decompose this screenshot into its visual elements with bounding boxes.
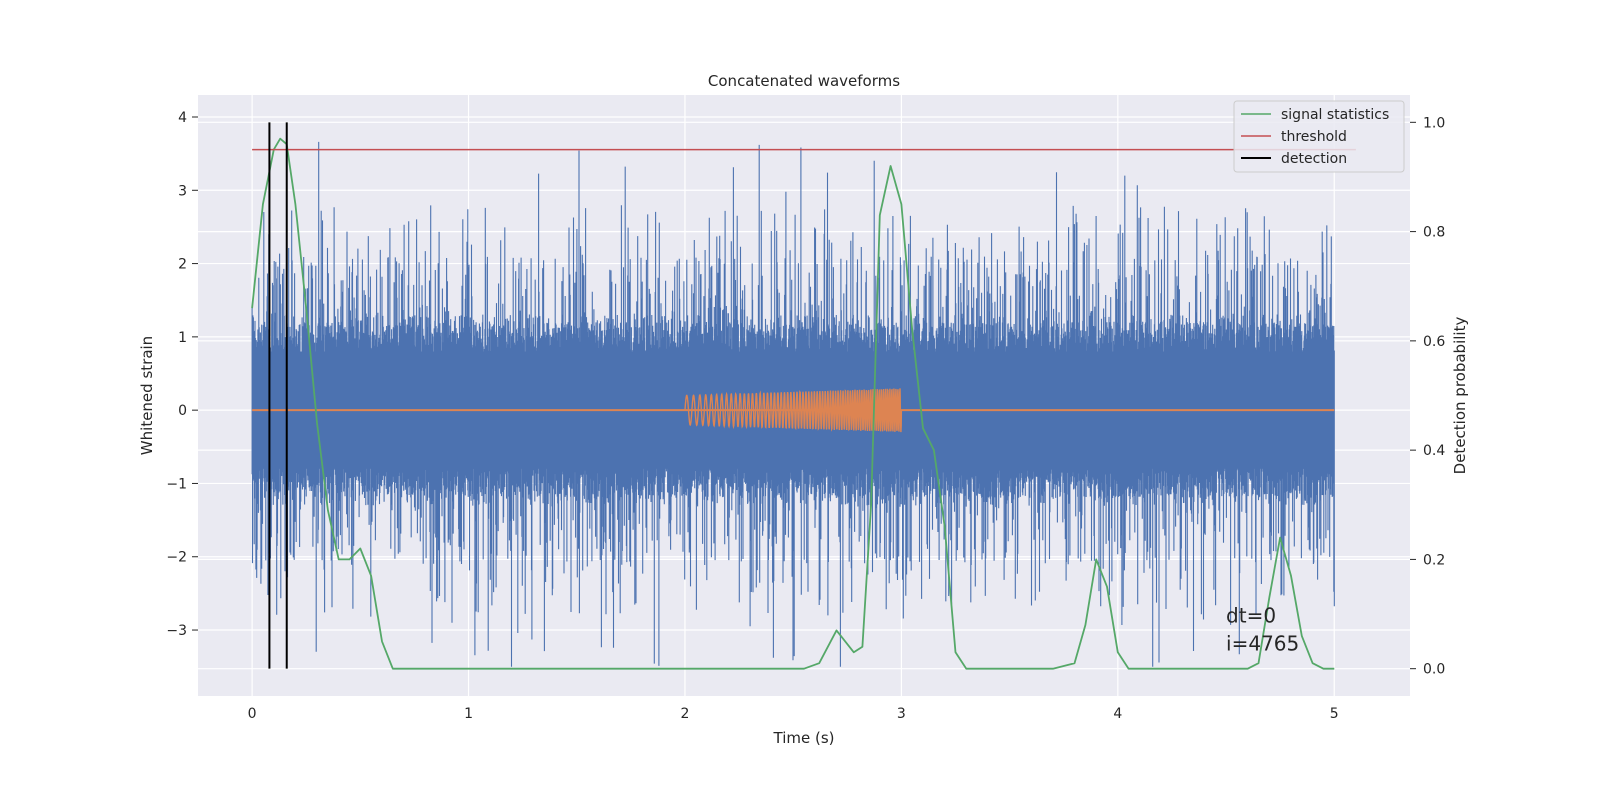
y-tick-label: 2: [178, 257, 187, 273]
annotation: dt=0 i=4765: [1226, 604, 1299, 656]
signal-statistics-line: [251, 137, 1335, 670]
probability-layer: [251, 122, 1356, 670]
x-tick-label: 3: [897, 706, 906, 722]
y2-tick-label: 1.0: [1423, 115, 1445, 131]
x-tick-label: 1: [464, 706, 473, 722]
x-axis-label: Time (s): [773, 729, 835, 747]
x-tick-label: 0: [248, 706, 257, 722]
y2-tick-label: 0.8: [1423, 225, 1445, 241]
y2-tick-label: 0.4: [1423, 443, 1445, 459]
legend-box: [1233, 100, 1405, 173]
tick-labels: 0 1 2 3 4 5 −3 −2 −1 0 1 2 3 4 0.0 0.2 0.4 0.6 0.8 1.0: [166, 110, 1445, 722]
x-tick-label: 4: [1113, 706, 1122, 722]
y2-tick-label: 0.6: [1423, 334, 1445, 350]
y-tick-label: 4: [178, 110, 187, 126]
x-tick-label: 2: [681, 706, 690, 722]
annotation-line-index: i=4765: [1226, 632, 1299, 656]
chart-title: Concatenated waveforms: [708, 72, 900, 90]
y-tick-label: 3: [178, 183, 187, 199]
y-tick-label: −1: [166, 476, 187, 492]
legend-label-signal-statistics: signal statistics: [1281, 107, 1389, 123]
y-tick-label: −3: [166, 623, 187, 639]
annotation-line-dt: dt=0: [1226, 604, 1276, 628]
x-tick-label: 5: [1330, 706, 1339, 722]
y-tick-label: −2: [166, 550, 187, 566]
chirp-line: [684, 388, 903, 433]
y-axis-label: Whitened strain: [138, 336, 156, 455]
y2-tick-label: 0.2: [1423, 552, 1445, 568]
y2-tick-label: 0.0: [1423, 662, 1445, 678]
y2-axis-label: Detection probability: [1451, 317, 1469, 475]
y-tick-label: 0: [178, 403, 187, 419]
y-tick-label: 1: [178, 330, 187, 346]
legend: signal statistics threshold detection: [1233, 100, 1405, 173]
legend-label-threshold: threshold: [1281, 129, 1347, 145]
legend-label-detection: detection: [1281, 151, 1347, 167]
injected-chirp-series: [252, 388, 1335, 433]
